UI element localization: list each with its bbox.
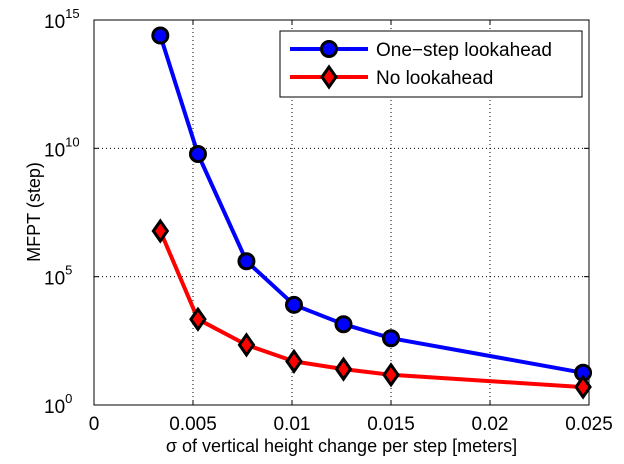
plot-frame	[93, 19, 590, 406]
x-tick-label: 0	[89, 414, 100, 435]
legend: One−step lookahead No lookahead	[279, 30, 583, 98]
x-tick-label: 0.005	[169, 414, 217, 435]
series-1-point-3	[285, 348, 303, 375]
x-axis-label: σ of vertical height change per step [me…	[166, 436, 517, 456]
series-1-point-4	[334, 356, 353, 382]
series-0-point-2	[237, 252, 256, 271]
y-axis-label: MFPT (step)	[24, 162, 44, 262]
series-1-point-2	[237, 332, 256, 358]
series-0-point-5	[382, 329, 400, 348]
legend-marker-no-lookahead	[320, 64, 338, 90]
y-tick-label: 1010	[44, 134, 80, 161]
legend-label-no-lookahead: No lookahead	[376, 68, 493, 89]
series-0-point-1	[188, 145, 207, 164]
series-1-point-5	[382, 362, 400, 388]
y-tick-label: 100	[44, 391, 72, 418]
series-1-point-1	[189, 306, 207, 332]
series-0-point-4	[334, 315, 353, 334]
legend-label-one-step: One−step lookahead	[376, 40, 552, 61]
series-1-point-6	[574, 374, 592, 400]
series-0-point-0	[151, 26, 170, 45]
axis-ticks: 0 0.005 0.01 0.015 0.02 0.025 100 105 1010 1015	[44, 6, 613, 435]
series-group	[151, 26, 593, 400]
x-tick-label: 0.02	[472, 414, 509, 435]
x-tick-label: 0.015	[367, 414, 415, 435]
x-tick-label: 0.01	[274, 414, 311, 435]
series-0-point-3	[284, 295, 303, 314]
series-1-point-0	[151, 218, 170, 244]
y-tick-label: 1015	[44, 6, 80, 33]
y-tick-label: 105	[44, 263, 72, 290]
x-tick-label: 0.025	[565, 414, 613, 435]
legend-marker-one-step	[320, 40, 338, 58]
